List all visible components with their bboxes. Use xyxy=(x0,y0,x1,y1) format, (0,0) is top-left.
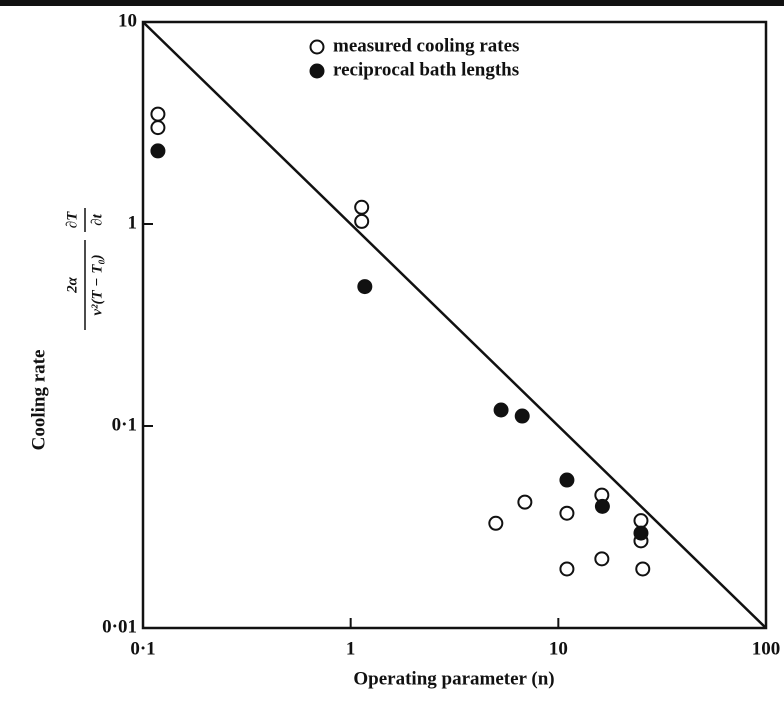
x-tick-label: 100 xyxy=(752,638,781,659)
reference-line xyxy=(142,21,767,629)
formula-numerator: 2α xyxy=(64,276,80,294)
legend-marker xyxy=(309,63,325,79)
x-tick-label: 1 xyxy=(346,638,356,659)
legend-label: measured cooling rates xyxy=(333,35,519,56)
open-point xyxy=(635,561,651,577)
filled-point xyxy=(633,525,649,541)
x-tick-label: 0·1 xyxy=(130,638,155,659)
open-point xyxy=(354,199,370,215)
filled-point xyxy=(559,472,575,488)
open-point xyxy=(559,561,575,577)
formula-denominator: v²(T − T₀) xyxy=(89,254,105,315)
y-tick-label: 0·1 xyxy=(112,414,137,435)
y-tick-label: 1 xyxy=(128,212,138,233)
open-point xyxy=(354,213,370,229)
plot-frame xyxy=(141,20,768,630)
top-edge xyxy=(0,0,784,6)
open-point xyxy=(559,505,575,521)
y-label-text: Cooling rate xyxy=(28,350,49,451)
filled-point xyxy=(594,498,610,514)
formula-derivative-bottom: ∂t xyxy=(89,213,105,225)
formula-derivative-top: ∂T xyxy=(64,211,80,228)
y-axis-label: Cooling rate 2α v²(T − T₀) ∂T ∂t xyxy=(28,208,105,450)
y-tick-label: 0·01 xyxy=(102,616,137,637)
x-axis-label: Operating parameter (n) xyxy=(353,668,554,689)
open-point xyxy=(517,494,533,510)
open-point xyxy=(150,120,166,136)
open-point xyxy=(150,106,166,122)
open-point xyxy=(594,551,610,567)
filled-point xyxy=(150,143,166,159)
filled-point xyxy=(357,279,373,295)
open-point xyxy=(488,515,504,531)
filled-point xyxy=(514,408,530,424)
x-tick-label: 10 xyxy=(549,638,568,659)
open-point xyxy=(633,513,649,529)
y-tick-label: 10 xyxy=(118,10,137,31)
legend-marker xyxy=(309,39,325,55)
legend-label: reciprocal bath lengths xyxy=(333,59,519,80)
filled-point xyxy=(493,402,509,418)
